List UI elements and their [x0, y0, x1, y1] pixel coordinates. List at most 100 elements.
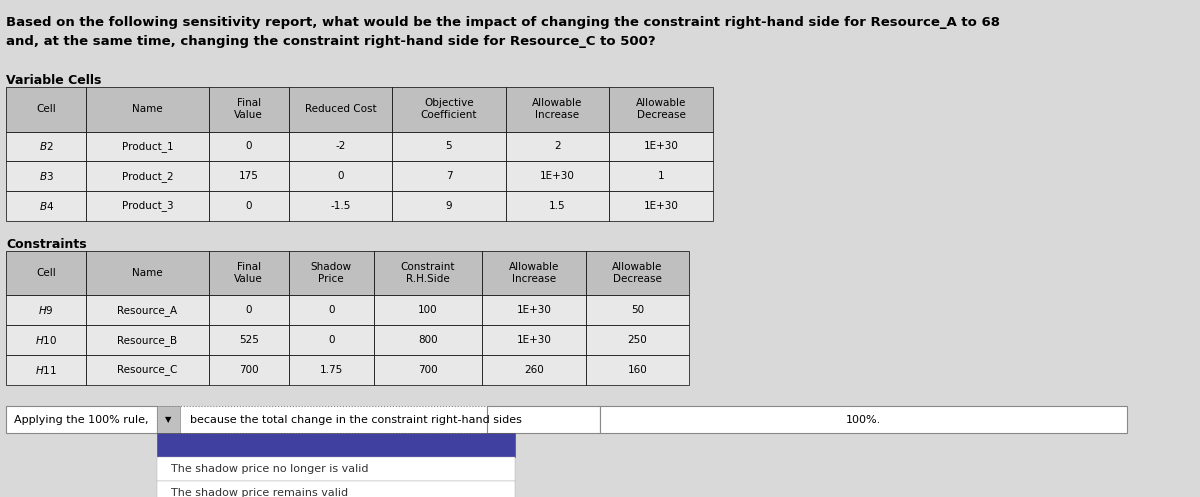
Text: 1E+30: 1E+30 [643, 201, 678, 211]
Text: 0: 0 [246, 201, 252, 211]
Bar [392, 132, 505, 162]
Bar [209, 87, 289, 132]
Bar [392, 162, 505, 191]
Text: Product_1: Product_1 [121, 141, 173, 152]
Bar [487, 406, 600, 433]
Text: Allowable
Increase: Allowable Increase [509, 262, 559, 284]
Text: 1: 1 [658, 171, 665, 181]
Text: Based on the following sensitivity report, what would be the impact of changing : Based on the following sensitivity repor… [6, 16, 1000, 29]
Text: 175: 175 [239, 171, 259, 181]
Bar [157, 433, 515, 457]
Bar [289, 295, 373, 325]
Bar [6, 295, 86, 325]
Bar [86, 162, 209, 191]
Bar [86, 191, 209, 221]
Text: 800: 800 [418, 335, 438, 345]
Text: Applying the 100% rule,: Applying the 100% rule, [14, 414, 149, 424]
Bar [86, 295, 209, 325]
Bar [6, 132, 86, 162]
Text: because the total change in the constraint right-hand sides: because the total change in the constrai… [190, 414, 522, 424]
Text: 7: 7 [445, 171, 452, 181]
Bar [6, 162, 86, 191]
Text: 700: 700 [418, 365, 438, 375]
Bar [392, 87, 505, 132]
Text: $H$11: $H$11 [35, 364, 58, 376]
Bar [505, 87, 610, 132]
Bar [289, 325, 373, 355]
Text: Variable Cells: Variable Cells [6, 74, 102, 87]
Bar [157, 481, 515, 497]
Text: 1E+30: 1E+30 [643, 142, 678, 152]
Text: 0: 0 [246, 305, 252, 315]
Text: 250: 250 [628, 335, 647, 345]
Bar [6, 191, 86, 221]
Text: Name: Name [132, 268, 163, 278]
Bar [209, 355, 289, 385]
Text: 5: 5 [445, 142, 452, 152]
Bar [289, 87, 392, 132]
Text: The shadow price no longer is valid: The shadow price no longer is valid [170, 464, 368, 474]
Bar [86, 355, 209, 385]
Bar [86, 132, 209, 162]
Bar [586, 295, 689, 325]
Bar [289, 355, 373, 385]
Text: Allowable
Decrease: Allowable Decrease [612, 262, 662, 284]
Text: 1E+30: 1E+30 [540, 171, 575, 181]
Text: 2: 2 [554, 142, 560, 152]
Bar [6, 325, 86, 355]
Bar [482, 295, 586, 325]
Text: and, at the same time, changing the constraint right-hand side for Resource_C to: and, at the same time, changing the cons… [6, 35, 655, 48]
Text: Resource_B: Resource_B [118, 334, 178, 345]
Bar [209, 295, 289, 325]
Text: Product_3: Product_3 [121, 201, 173, 211]
Bar [209, 250, 289, 295]
Bar [586, 325, 689, 355]
Bar [86, 325, 209, 355]
Text: -2: -2 [336, 142, 346, 152]
Bar [157, 406, 180, 433]
Bar [157, 457, 515, 481]
Text: Final
Value: Final Value [234, 262, 263, 284]
Text: $H$10: $H$10 [35, 334, 58, 346]
Bar [373, 250, 482, 295]
Text: $B$3: $B$3 [38, 170, 54, 182]
Text: Cell: Cell [36, 104, 56, 114]
Text: Allowable
Decrease: Allowable Decrease [636, 98, 686, 120]
Text: Objective
Coefficient: Objective Coefficient [421, 98, 478, 120]
Text: $B$4: $B$4 [38, 200, 54, 212]
Bar [209, 191, 289, 221]
Text: 1.5: 1.5 [550, 201, 565, 211]
Bar [482, 355, 586, 385]
Bar [610, 191, 713, 221]
Text: 0: 0 [328, 335, 335, 345]
Text: 100: 100 [418, 305, 438, 315]
Bar [505, 132, 610, 162]
Text: 525: 525 [239, 335, 259, 345]
Bar [6, 250, 86, 295]
Bar [610, 162, 713, 191]
Bar [157, 406, 487, 433]
Bar [482, 325, 586, 355]
Text: Product_2: Product_2 [121, 171, 173, 182]
Bar [86, 250, 209, 295]
Bar [6, 87, 86, 132]
Text: Resource_C: Resource_C [118, 364, 178, 375]
Bar [392, 191, 505, 221]
Bar [610, 87, 713, 132]
Text: 0: 0 [337, 171, 344, 181]
Bar [209, 162, 289, 191]
Bar [209, 132, 289, 162]
Text: 1E+30: 1E+30 [516, 305, 551, 315]
Text: Shadow
Price: Shadow Price [311, 262, 352, 284]
Text: $B$2: $B$2 [38, 141, 54, 153]
Text: Name: Name [132, 104, 163, 114]
Bar [289, 132, 392, 162]
Bar [373, 325, 482, 355]
Text: 50: 50 [631, 305, 644, 315]
Bar [373, 295, 482, 325]
Bar [586, 355, 689, 385]
Text: Allowable
Increase: Allowable Increase [532, 98, 582, 120]
Text: 700: 700 [239, 365, 258, 375]
Bar [86, 87, 209, 132]
Text: -1.5: -1.5 [330, 201, 350, 211]
